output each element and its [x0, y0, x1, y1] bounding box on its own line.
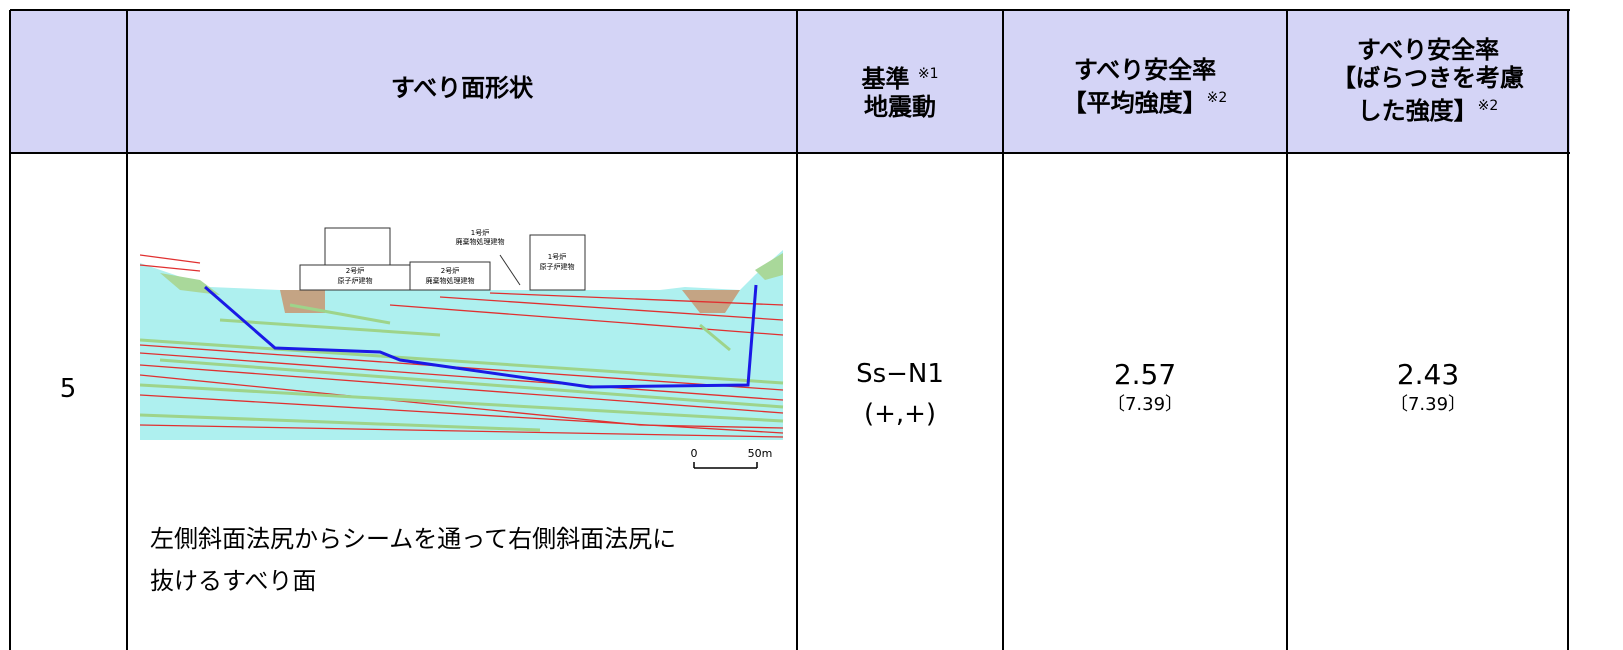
border [796, 10, 798, 650]
fs-sub: 〔7.39〕 [1389, 394, 1467, 415]
header-bg [10, 10, 1570, 153]
cross-section: 1号炉 廃棄物処理建物 2号炉 原子炉建物 2号炉 廃棄物処理建物 1号炉 原子… [140, 227, 784, 469]
fs-mean: 2.57 〔7.39〕 [1004, 358, 1286, 418]
fs-var: 2.43 〔7.39〕 [1288, 358, 1568, 418]
note: ※1 [917, 66, 939, 82]
note: ※2 [1206, 90, 1228, 106]
border [9, 10, 11, 650]
motion-sign: (+,+) [863, 399, 937, 429]
border [10, 9, 1570, 11]
border [10, 152, 1570, 154]
figure-label: 原子炉建物 [540, 262, 575, 271]
figure-label: 原子炉建物 [338, 276, 373, 285]
figure-label: 2号炉 [346, 266, 364, 275]
description: 左側斜面法尻からシームを通って右側斜面法尻に 抜けるすべり面 [150, 518, 676, 602]
header-text: 基準 [861, 65, 910, 93]
header-motion: 基準 ※1 地震動 [798, 60, 1002, 121]
header-text: 地震動 [864, 93, 936, 121]
border [1286, 10, 1288, 650]
description-line: 抜けるすべり面 [150, 567, 317, 595]
row-no: 5 [59, 374, 77, 404]
header-text: 【ばらつきを考慮 [1332, 64, 1524, 92]
note: ※2 [1477, 98, 1499, 114]
fs-sub: 〔7.39〕 [1106, 394, 1184, 415]
header-fs-mean: すべり安全率 【平均強度】※2 [1004, 56, 1286, 117]
header-fs-var: すべり安全率 【ばらつきを考慮 した強度】※2 [1288, 36, 1568, 125]
scale-label: 50m [748, 447, 773, 460]
fs-value: 2.43 [1396, 358, 1460, 391]
border [126, 10, 128, 650]
motion: Ss−N1 (+,+) [798, 354, 1002, 434]
header-text: すべり安全率 [1073, 56, 1217, 84]
scale-label: 0 [691, 447, 698, 460]
border [1567, 10, 1569, 650]
header-text: 【平均強度】 [1062, 89, 1207, 117]
header-shape: すべり面形状 [390, 74, 534, 102]
description-line: 左側斜面法尻からシームを通って右側斜面法尻に [150, 525, 677, 553]
figure-label: 廃棄物処理建物 [456, 237, 505, 246]
header-text: すべり安全率 [1356, 36, 1500, 64]
border [1002, 10, 1004, 650]
figure-label: 2号炉 [441, 266, 459, 275]
figure-label: 1号炉 [548, 252, 566, 261]
figure-label: 廃棄物処理建物 [426, 276, 475, 285]
motion-name: Ss−N1 [856, 359, 944, 389]
header-text: した強度】 [1357, 97, 1478, 125]
fs-value: 2.57 [1113, 358, 1177, 391]
figure-label: 1号炉 [471, 228, 489, 237]
